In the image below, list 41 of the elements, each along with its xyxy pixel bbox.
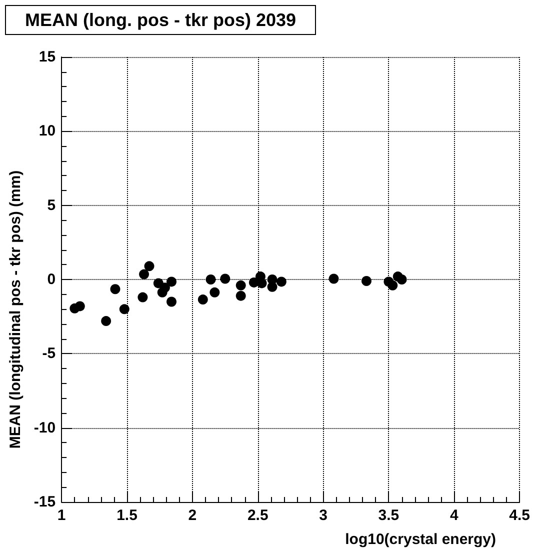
point: [267, 282, 278, 292]
x-tick-label: 4.5: [509, 507, 530, 524]
point: [236, 290, 246, 301]
point: [388, 280, 398, 290]
chart-title: MEAN (long. pos - tkr pos) 2039: [25, 10, 296, 30]
point: [198, 294, 208, 305]
point: [206, 274, 216, 284]
y-tick-label: 15: [38, 48, 56, 66]
x-tick-label: 1: [57, 507, 66, 524]
y-tick-label: 10: [38, 122, 56, 140]
point: [138, 292, 148, 302]
point: [119, 304, 130, 314]
x-axis-title: log10(crystal energy): [345, 531, 496, 548]
y-axis-title: MEAN (longitudinal pos - tkr pos) (mm): [7, 170, 24, 449]
point: [361, 276, 372, 286]
y-tick-label: -10: [34, 419, 56, 436]
x-tick-label: 2: [188, 507, 197, 524]
x-tick-label: 3: [319, 507, 328, 524]
x-tick-label: 1.5: [116, 507, 138, 524]
x-tick-label: 3.5: [378, 507, 400, 524]
point: [110, 284, 120, 294]
point: [139, 269, 150, 280]
point: [144, 261, 154, 272]
point: [74, 301, 85, 312]
point: [160, 282, 170, 293]
point: [328, 274, 339, 284]
point: [236, 280, 246, 290]
point: [256, 278, 267, 288]
y-tick-label: -15: [34, 494, 56, 510]
y-tick-label: -5: [42, 345, 56, 362]
y-tick-label: 0: [47, 271, 56, 288]
point: [101, 316, 112, 326]
point: [396, 274, 407, 284]
y-tick-label: 5: [47, 196, 56, 214]
point: [220, 274, 230, 284]
point: [210, 287, 220, 298]
point: [276, 276, 286, 287]
point: [166, 296, 176, 307]
x-tick-label: 4: [450, 507, 459, 524]
x-tick-label: 2.5: [247, 507, 268, 524]
point: [166, 276, 176, 287]
